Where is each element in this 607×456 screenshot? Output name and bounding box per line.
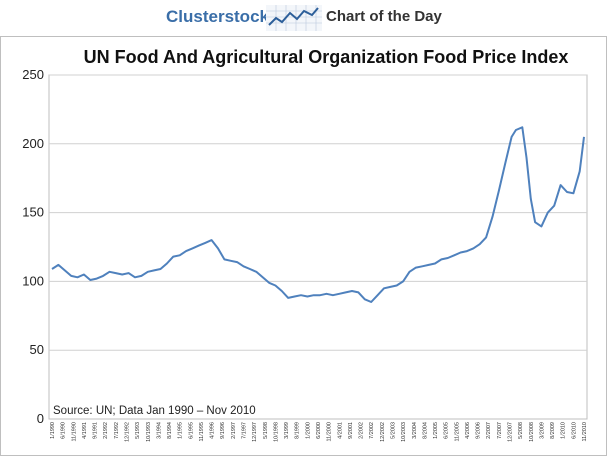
x-tick-label: 5/2003 — [390, 422, 396, 439]
x-tick-label: 10/2003 — [401, 422, 407, 442]
x-tick-label: 8/1994 — [167, 422, 173, 439]
x-tick-label: 2/1997 — [231, 422, 237, 439]
chart-frame: UN Food And Agricultural Organization Fo… — [0, 36, 607, 456]
x-tick-label: 1/2010 — [561, 422, 567, 439]
x-tick-label: 1/2005 — [433, 422, 439, 439]
x-tick-label: 10/2008 — [529, 422, 535, 442]
x-tick-label: 2/1992 — [103, 422, 109, 439]
x-tick-label: 7/1997 — [242, 422, 248, 439]
x-tick-label: 11/2000 — [327, 422, 333, 441]
x-tick-label: 12/1997 — [252, 422, 258, 442]
x-tick-label: 8/1999 — [295, 422, 301, 439]
x-tick-label: 3/2009 — [539, 422, 545, 439]
x-tick-label: 3/2004 — [412, 422, 418, 439]
food-price-chart: UN Food And Agricultural Organization Fo… — [22, 47, 588, 442]
y-tick-label: 0 — [37, 411, 44, 426]
y-axis-ticks: 0 50 100 150 200 250 — [22, 67, 44, 426]
x-tick-label: 11/1995 — [199, 422, 205, 441]
x-tick-label: 4/2001 — [337, 422, 343, 439]
x-tick-label: 1/1995 — [178, 422, 184, 439]
y-tick-label: 50 — [30, 342, 44, 357]
chart-title: UN Food And Agricultural Organization Fo… — [84, 47, 569, 67]
x-tick-label: 6/2000 — [316, 422, 322, 439]
x-tick-label: 5/1998 — [263, 422, 269, 439]
x-tick-label: 10/1993 — [146, 422, 152, 442]
x-tick-label: 11/1990 — [71, 422, 77, 441]
x-tick-label: 7/1992 — [114, 422, 120, 439]
y-tick-label: 250 — [22, 67, 44, 82]
x-tick-label: 12/1992 — [124, 422, 130, 442]
trend-chart-icon — [266, 5, 322, 31]
x-tick-label: 6/1990 — [61, 422, 67, 439]
x-tick-label: 8/2004 — [422, 422, 428, 439]
plot-area — [48, 74, 588, 420]
x-tick-label: 3/1999 — [284, 422, 290, 439]
x-tick-label: 2/2007 — [486, 422, 492, 439]
x-tick-label: 9/1996 — [220, 422, 226, 439]
x-tick-label: 6/2005 — [444, 422, 450, 439]
x-tick-label: 3/1994 — [156, 422, 162, 439]
x-tick-label: 11/2005 — [454, 422, 460, 441]
x-axis-ticks: 1/1990 6/1990 11/1990 4/1991 9/1991 2/1992 7/1… — [50, 422, 588, 442]
x-tick-label: 4/1996 — [210, 422, 216, 439]
x-tick-label: 9/2001 — [348, 422, 354, 439]
x-tick-label: 12/2002 — [380, 422, 386, 442]
x-tick-label: 6/1995 — [188, 422, 194, 439]
y-tick-label: 100 — [22, 273, 44, 288]
x-tick-label: 8/2009 — [550, 422, 556, 439]
source-note: Source: UN; Data Jan 1990 – Nov 2010 — [53, 405, 256, 417]
x-tick-label: 11/2010 — [582, 422, 588, 441]
y-tick-label: 200 — [22, 136, 44, 151]
x-tick-label: 7/2002 — [369, 422, 375, 439]
y-tick-label: 150 — [22, 205, 44, 220]
series-line-food-price-index — [51, 126, 585, 303]
x-tick-label: 12/2007 — [508, 422, 514, 442]
chart-of-the-day-label: Chart of the Day — [326, 8, 442, 25]
x-tick-label: 5/2008 — [518, 422, 524, 439]
x-tick-label: 9/1991 — [93, 422, 99, 439]
x-tick-label: 5/1993 — [135, 422, 141, 439]
x-tick-label: 2/2002 — [359, 422, 365, 439]
grid-lines — [48, 74, 588, 420]
x-tick-label: 7/2007 — [497, 422, 503, 439]
brand-name: Clusterstock — [166, 7, 269, 26]
banner-header: Clusterstock Chart of the Day — [0, 0, 607, 36]
x-tick-label: 1/1990 — [50, 422, 56, 439]
x-tick-label: 9/2006 — [476, 422, 482, 439]
x-tick-label: 4/1991 — [82, 422, 88, 439]
x-tick-label: 1/2000 — [305, 422, 311, 439]
x-tick-label: 6/2010 — [571, 422, 577, 439]
x-tick-label: 4/2006 — [465, 422, 471, 439]
x-tick-label: 10/1998 — [273, 422, 279, 442]
